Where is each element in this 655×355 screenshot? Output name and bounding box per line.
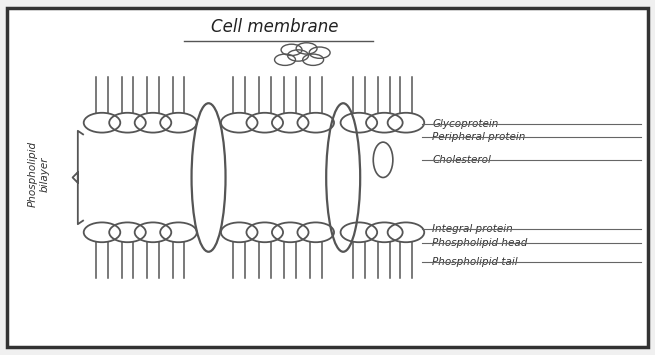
Text: Cholesterol: Cholesterol: [432, 155, 491, 165]
Text: Phospholipid head: Phospholipid head: [432, 238, 527, 248]
Text: Phospholipid
bilayer: Phospholipid bilayer: [28, 141, 49, 207]
Text: Cell membrane: Cell membrane: [212, 18, 339, 36]
Text: Integral protein: Integral protein: [432, 224, 513, 234]
Text: Peripheral protein: Peripheral protein: [432, 132, 525, 142]
FancyBboxPatch shape: [7, 8, 648, 347]
Text: Glycoprotein: Glycoprotein: [432, 120, 498, 130]
Text: Phospholipid tail: Phospholipid tail: [432, 257, 517, 267]
